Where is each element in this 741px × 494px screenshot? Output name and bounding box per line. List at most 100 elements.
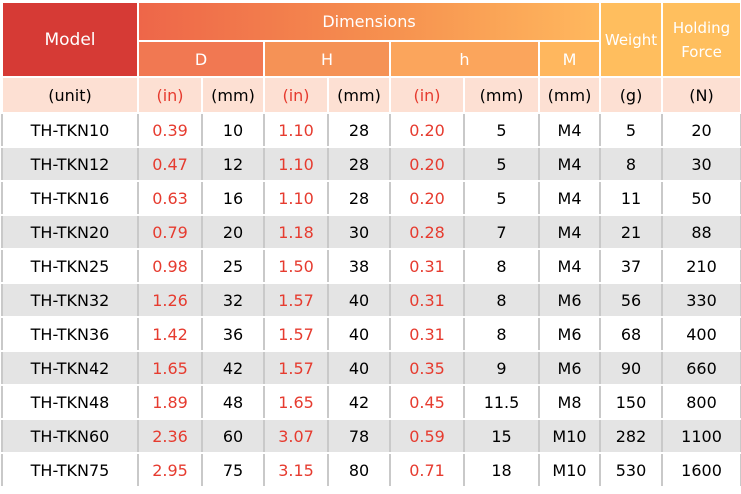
unit-cell: (in): [137, 76, 203, 114]
value-cell: 11.5: [463, 384, 540, 420]
value-cell: 8: [463, 248, 540, 284]
table-row: TH-TKN36 1.42 36 1.57 40 0.31 8 M6 68 400: [1, 316, 741, 352]
table-row: TH-TKN12 0.47 12 1.10 28 0.20 5 M4 8 30: [1, 146, 741, 182]
value-cell: 150: [599, 384, 664, 420]
value-cell: M6: [537, 316, 602, 352]
value-cell: 0.20: [389, 180, 465, 216]
value-cell: 1.10: [263, 112, 329, 148]
unit-cell: (mm): [201, 76, 265, 114]
d-header: D: [137, 40, 265, 78]
value-cell: 90: [599, 350, 664, 386]
value-cell: 1.57: [263, 316, 329, 352]
value-cell: M4: [537, 248, 602, 284]
value-cell: 8: [463, 282, 540, 318]
value-cell: 18: [463, 452, 540, 488]
value-cell: 38: [327, 248, 391, 284]
value-cell: 3.07: [263, 418, 329, 454]
unit-cell: (mm): [537, 76, 602, 114]
value-cell: 10: [201, 112, 265, 148]
value-cell: 530: [599, 452, 664, 488]
value-cell: 30: [327, 214, 391, 250]
value-cell: 660: [661, 350, 741, 386]
table-row: TH-TKN10 0.39 10 1.10 28 0.20 5 M4 5 20: [1, 112, 741, 148]
value-cell: 0.35: [389, 350, 465, 386]
value-cell: 42: [201, 350, 265, 386]
value-cell: 15: [463, 418, 540, 454]
value-cell: 28: [327, 180, 391, 216]
value-cell: M4: [537, 214, 602, 250]
value-cell: 5: [599, 112, 664, 148]
value-cell: 0.59: [389, 418, 465, 454]
value-cell: 800: [661, 384, 741, 420]
unit-cell: (in): [263, 76, 329, 114]
value-cell: M10: [537, 418, 602, 454]
value-cell: 1.10: [263, 180, 329, 216]
value-cell: 0.20: [389, 146, 465, 182]
unit-cell: (g): [599, 76, 664, 114]
value-cell: 0.20: [389, 112, 465, 148]
value-cell: 0.63: [137, 180, 203, 216]
value-cell: 1.42: [137, 316, 203, 352]
value-cell: 28: [327, 112, 391, 148]
value-cell: 30: [661, 146, 741, 182]
value-cell: 50: [661, 180, 741, 216]
weight-header: Weight: [599, 1, 664, 78]
value-cell: 60: [201, 418, 265, 454]
value-cell: M10: [537, 452, 602, 488]
holding-force-header: Holding Force: [661, 1, 741, 78]
value-cell: M6: [537, 282, 602, 318]
model-cell: TH-TKN25: [1, 248, 139, 284]
table-row: TH-TKN16 0.63 16 1.10 28 0.20 5 M4 11 50: [1, 180, 741, 216]
value-cell: 7: [463, 214, 540, 250]
value-cell: 11: [599, 180, 664, 216]
unit-cell: (unit): [1, 76, 139, 114]
model-cell: TH-TKN42: [1, 350, 139, 386]
value-cell: 16: [201, 180, 265, 216]
value-cell: 8: [463, 316, 540, 352]
value-cell: 1.89: [137, 384, 203, 420]
value-cell: 40: [327, 350, 391, 386]
value-cell: 68: [599, 316, 664, 352]
m-header: M: [537, 40, 602, 78]
model-cell: TH-TKN60: [1, 418, 139, 454]
model-cell: TH-TKN12: [1, 146, 139, 182]
value-cell: M4: [537, 180, 602, 216]
value-cell: 2.36: [137, 418, 203, 454]
unit-cell: (mm): [463, 76, 540, 114]
h-lower-header: h: [389, 40, 540, 78]
value-cell: 20: [661, 112, 741, 148]
model-cell: TH-TKN20: [1, 214, 139, 250]
value-cell: 42: [327, 384, 391, 420]
value-cell: 32: [201, 282, 265, 318]
value-cell: 0.71: [389, 452, 465, 488]
value-cell: 75: [201, 452, 265, 488]
value-cell: 20: [201, 214, 265, 250]
table-row: TH-TKN20 0.79 20 1.18 30 0.28 7 M4 21 88: [1, 214, 741, 250]
value-cell: 282: [599, 418, 664, 454]
value-cell: 0.39: [137, 112, 203, 148]
value-cell: 400: [661, 316, 741, 352]
model-cell: TH-TKN10: [1, 112, 139, 148]
value-cell: M8: [537, 384, 602, 420]
unit-cell: (in): [389, 76, 465, 114]
dimensions-header: Dimensions: [136, 1, 602, 42]
value-cell: 40: [327, 282, 391, 318]
value-cell: 12: [201, 146, 265, 182]
model-cell: TH-TKN48: [1, 384, 139, 420]
value-cell: 0.45: [389, 384, 465, 420]
value-cell: 0.98: [137, 248, 203, 284]
value-cell: 0.31: [389, 248, 465, 284]
value-cell: 9: [463, 350, 540, 386]
table-row: TH-TKN60 2.36 60 3.07 78 0.59 15 M10 282 1100: [1, 418, 741, 454]
model-cell: TH-TKN36: [1, 316, 139, 352]
value-cell: 0.31: [389, 282, 465, 318]
table-row: TH-TKN32 1.26 32 1.57 40 0.31 8 M6 56 330: [1, 282, 741, 318]
value-cell: 2.95: [137, 452, 203, 488]
model-header: Model: [1, 1, 139, 78]
value-cell: 0.47: [137, 146, 203, 182]
value-cell: 5: [463, 146, 540, 182]
value-cell: 21: [599, 214, 664, 250]
value-cell: M6: [537, 350, 602, 386]
value-cell: 8: [599, 146, 664, 182]
